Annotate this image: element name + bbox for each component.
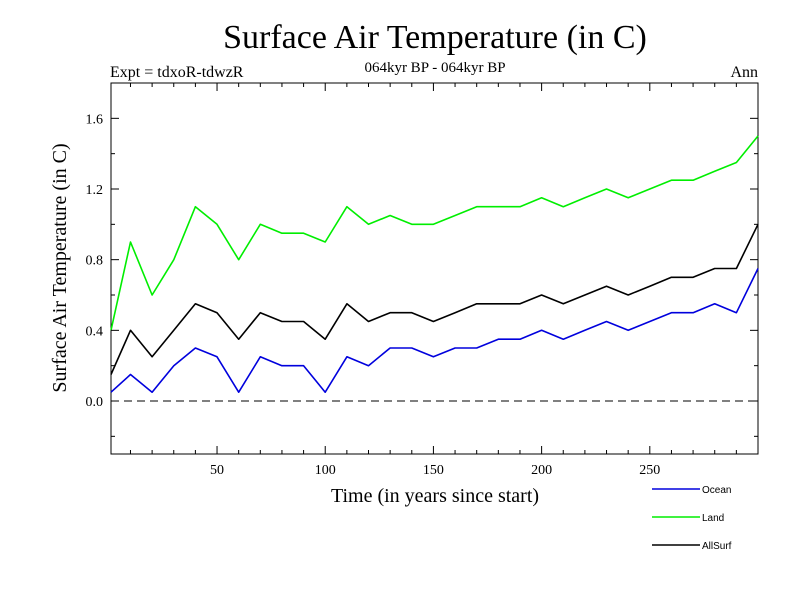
period-label: Ann	[730, 64, 758, 81]
y-tick-label: 1.2	[86, 183, 104, 198]
chart-subtitle: 064kyr BP - 064kyr BP	[364, 60, 505, 76]
plot-frame	[110, 82, 759, 455]
y-tick-label: 0.8	[86, 254, 104, 269]
x-tick-label: 200	[531, 463, 552, 478]
series-line-ocean	[110, 268, 759, 394]
y-ticks: 0.0 0.4 0.8 1.2 1.6	[86, 82, 758, 437]
y-tick-label: 0.4	[86, 324, 104, 339]
series-line-allsurf	[110, 223, 759, 375]
x-axis-label: Time (in years since start)	[331, 485, 539, 507]
x-tick-label: 150	[423, 463, 444, 478]
legend: Ocean Land AllSurf	[652, 485, 732, 552]
legend-label-ocean: Ocean	[702, 485, 731, 496]
x-tick-label: 100	[315, 463, 336, 478]
x-tick-label: 250	[639, 463, 660, 478]
y-tick-label: 1.6	[86, 112, 104, 127]
experiment-label: Expt = tdxoR-tdwzR	[110, 64, 244, 81]
series-line-land	[110, 135, 759, 331]
chart-title: Surface Air Temperature (in C)	[223, 19, 647, 56]
y-tick-label: 0.0	[86, 395, 104, 410]
legend-label-allsurf: AllSurf	[702, 541, 732, 552]
series-group	[110, 135, 759, 394]
y-axis-label: Surface Air Temperature (in C)	[49, 143, 71, 392]
x-ticks: 50 100 150 200 250	[129, 83, 737, 478]
legend-label-land: Land	[702, 513, 724, 524]
x-tick-label: 50	[210, 463, 224, 478]
